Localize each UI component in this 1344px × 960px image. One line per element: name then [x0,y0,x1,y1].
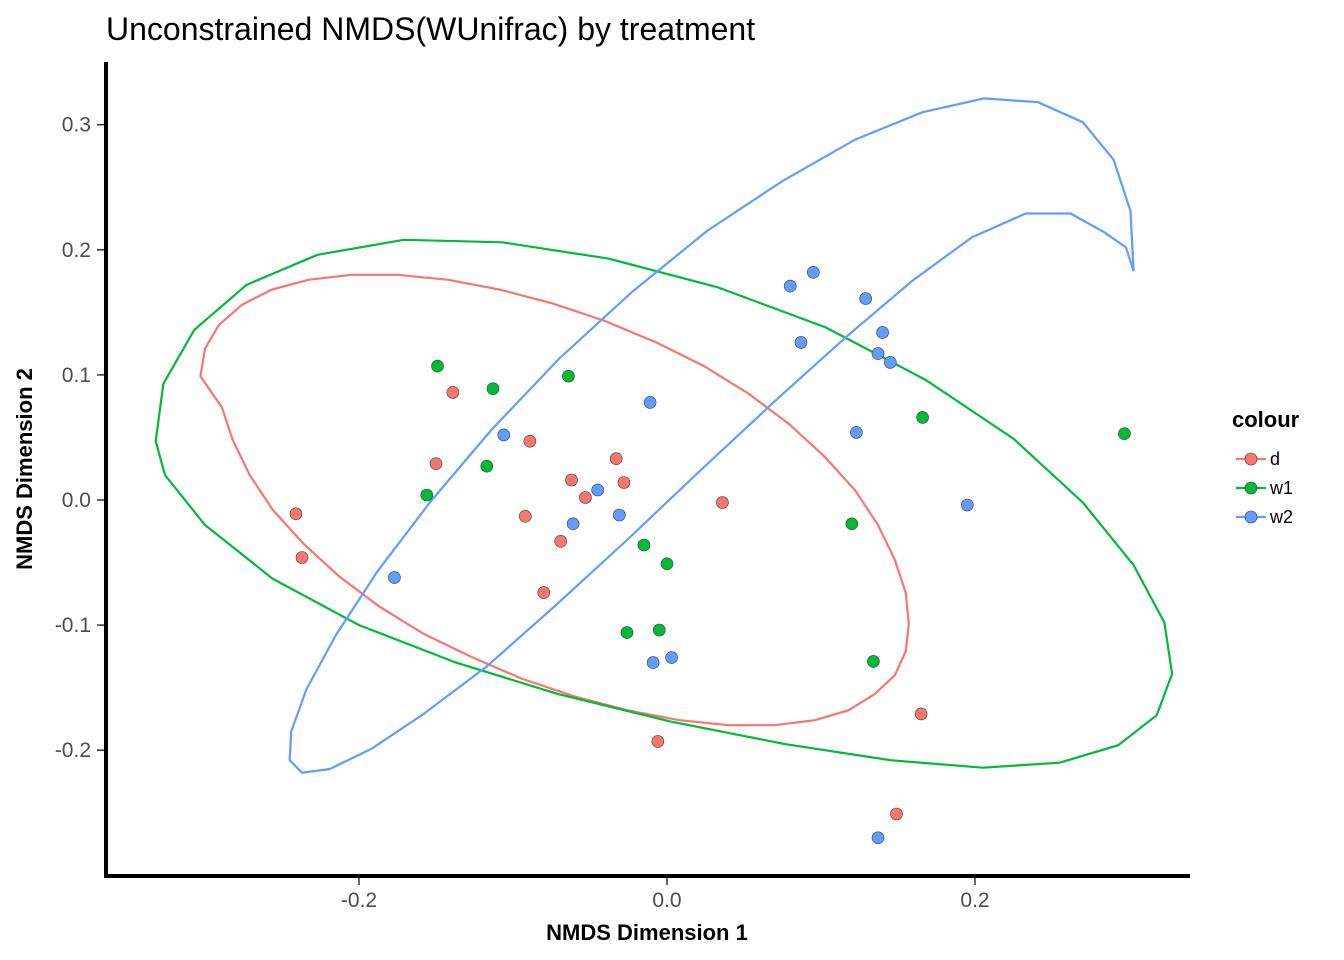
x-tick-label: 0.0 [652,889,681,912]
ellipse-w2 [288,97,1135,774]
point-d-15 [914,707,928,721]
ellipse-w1 [154,238,1174,769]
point-w2-16 [960,498,974,512]
point-w2-0 [388,571,401,584]
point-w1-3 [480,459,494,473]
point-w1-2 [486,382,500,396]
point-w2-8 [783,279,797,293]
point-w1-9 [845,517,859,531]
point-w1-1 [420,488,434,502]
point-w1-12 [1118,427,1131,441]
point-w1-8 [660,557,674,571]
point-w2-14 [876,326,889,339]
point-w1-4 [562,369,575,383]
point-d-0 [289,507,303,521]
point-w1-10 [867,655,880,668]
legend-key-point-d [1244,452,1258,466]
x-axis-ticks: -0.2 0.0 0.2 [341,878,990,912]
legend-label-d: d [1270,449,1280,469]
x-tick-label: 0.2 [960,889,989,912]
y-axis-ticks: -0.2 -0.1 0.0 0.1 0.2 0.3 [55,114,104,762]
y-tick-label: -0.1 [55,614,91,637]
y-tick-label: 0.0 [62,489,91,512]
x-tick-label: -0.2 [341,889,377,912]
point-d-9 [579,491,592,504]
point-w2-11 [850,426,863,439]
point-d-7 [554,534,568,548]
point-w2-1 [497,428,511,442]
legend: colour d w1 w2 [1232,407,1300,527]
point-w2-13 [871,347,885,360]
y-axis-title: NMDS Dimension 2 [12,368,37,570]
point-d-3 [429,457,443,471]
y-tick-label: 0.1 [62,364,91,387]
x-axis-title: NMDS Dimension 1 [546,920,748,945]
point-d-13 [716,496,729,509]
ellipse-d [199,273,910,727]
y-tick-label: 0.2 [62,239,91,262]
point-w1-5 [637,538,651,552]
point-w1-7 [652,623,666,637]
point-w1-11 [916,411,929,424]
point-w2-10 [806,265,820,279]
point-w2-6 [646,656,660,669]
legend-title: colour [1232,407,1300,432]
point-w2-7 [665,651,678,664]
point-w1-6 [620,626,634,639]
legend-items: d w1 w2 [1236,449,1293,527]
point-d-6 [537,586,551,599]
point-d-5 [518,509,532,523]
point-w2-15 [883,356,897,369]
point-w2-12 [859,292,873,305]
legend-key-point-w1 [1244,481,1258,495]
legend-key-point-w2 [1244,510,1258,524]
point-d-1 [295,551,309,564]
point-d-8 [565,473,578,487]
point-d-10 [609,452,623,466]
y-tick-label: 0.3 [62,114,91,137]
point-w2-4 [612,508,626,522]
point-layer [289,265,1131,845]
ellipse-layer [154,97,1174,774]
point-w2-5 [643,396,657,409]
point-w1-0 [431,359,444,373]
point-w2-9 [794,336,808,349]
point-d-12 [651,735,665,748]
point-w2-3 [591,483,605,497]
legend-label-w1: w1 [1269,478,1293,498]
point-w2-2 [566,517,580,531]
point-d-4 [523,434,537,448]
chart-title: Unconstrained NMDS(WUnifrac) by treatmen… [106,11,755,47]
point-d-2 [446,386,460,399]
legend-label-w2: w2 [1269,507,1293,527]
point-d-11 [617,476,631,489]
point-d-14 [890,807,903,821]
y-tick-label: -0.2 [55,739,91,762]
point-w2-17 [871,831,885,845]
